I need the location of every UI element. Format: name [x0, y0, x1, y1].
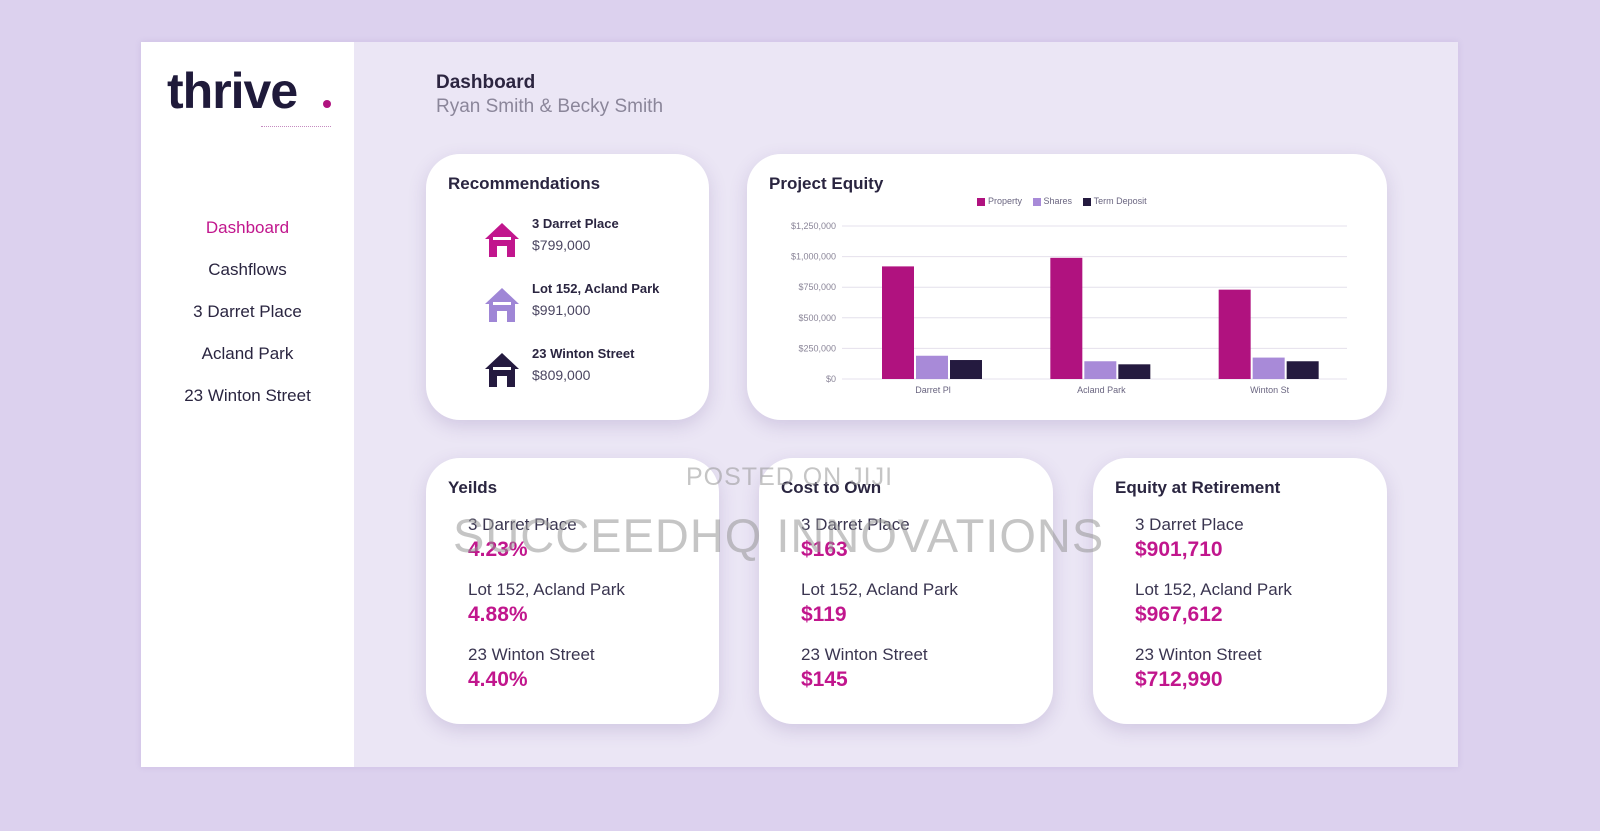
chart-bar [1286, 361, 1319, 379]
x-tick-label: Darret Pl [915, 385, 951, 395]
y-tick-label: $250,000 [798, 343, 836, 353]
yields-card: Yeilds 3 Darret Place 4.23% Lot 152, Acl… [426, 458, 719, 724]
recommendations-title: Recommendations [448, 174, 601, 193]
project-equity-card: Project Equity Property Shares Term Depo… [747, 154, 1387, 420]
house-icon [485, 353, 519, 387]
recommendation-name: Lot 152, Acland Park [532, 281, 660, 296]
logo-tagline-decoration [261, 120, 331, 127]
equity-at-retirement-title: Equity at Retirement [1115, 478, 1281, 497]
metric-item: Lot 152, Acland Park $119 [801, 580, 958, 627]
house-icon [485, 288, 519, 322]
equity-at-retirement-card: Equity at Retirement 3 Darret Place $901… [1093, 458, 1387, 724]
sidebar-item-23-winton-street[interactable]: 23 Winton Street [184, 386, 311, 405]
metric-name: 23 Winton Street [1135, 645, 1262, 664]
yields-title: Yeilds [448, 478, 498, 497]
cost-to-own-card: Cost to Own 3 Darret Place $163 Lot 152,… [759, 458, 1053, 724]
chart-bar [1050, 257, 1083, 379]
metric-item: 3 Darret Place $901,710 [1135, 515, 1244, 562]
metric-name: Lot 152, Acland Park [468, 580, 625, 599]
metric-item: 23 Winton Street $145 [801, 645, 928, 692]
sidebar-nav: Dashboard Cashflows 3 Darret Place Aclan… [141, 207, 354, 417]
metric-name: 3 Darret Place [468, 515, 577, 534]
chart-bar [916, 355, 948, 379]
sidebar-item-3-darret-place[interactable]: 3 Darret Place [193, 302, 302, 321]
project-equity-title: Project Equity [769, 174, 884, 193]
y-tick-label: $750,000 [798, 282, 836, 292]
metric-item: 23 Winton Street 4.40% [468, 645, 595, 692]
chart-bar [950, 360, 982, 379]
project-equity-chart: $0 $250,000 $500,000 $750,000 $1,000,000 $1,2… [791, 221, 1347, 395]
chart-bar [882, 266, 914, 379]
metric-item: 3 Darret Place $163 [801, 515, 910, 562]
metric-value: $145 [801, 668, 848, 691]
legend-label: Term Deposit [1093, 196, 1147, 206]
sidebar-item-dashboard[interactable]: Dashboard [205, 218, 290, 237]
metric-item: Lot 152, Acland Park 4.88% [468, 580, 625, 627]
metric-item: 3 Darret Place 4.23% [468, 515, 577, 562]
recommendation-name: 23 Winton Street [532, 346, 635, 361]
metric-name: Lot 152, Acland Park [1135, 580, 1292, 599]
y-tick-label: $1,000,000 [791, 252, 836, 262]
thrive-logo: thrive [167, 63, 298, 119]
house-icon [485, 223, 519, 257]
metric-value: 4.40% [468, 668, 528, 691]
page-header: Dashboard Ryan Smith & Becky Smith [436, 72, 663, 118]
legend-swatch-property [977, 197, 985, 206]
metric-item: Lot 152, Acland Park $967,612 [1135, 580, 1292, 627]
app-frame: thrive Dashboard Cashflows 3 Darret Plac… [141, 42, 1458, 767]
legend-label: Shares [1043, 196, 1073, 206]
y-tick-label: $0 [826, 374, 836, 384]
chart-bar [1252, 357, 1285, 379]
metric-value: 4.23% [468, 538, 528, 561]
chart-bar [1218, 289, 1251, 379]
recommendation-price: $991,000 [532, 302, 591, 318]
recommendation-price: $799,000 [532, 237, 591, 253]
legend-swatch-shares [1032, 197, 1041, 206]
metric-value: $712,990 [1135, 668, 1223, 691]
sidebar-item-cashflows[interactable]: Cashflows [208, 260, 287, 279]
metric-name: 3 Darret Place [1135, 515, 1244, 534]
chart-legend: Property Shares Term Deposit [969, 196, 1147, 206]
recommendations-card: Recommendations 3 Darret Place $799,000 … [426, 154, 709, 420]
logo-accent [323, 100, 331, 108]
metric-item: 23 Winton Street $712,990 [1135, 645, 1262, 692]
sidebar-item-acland-park[interactable]: Acland Park [201, 344, 294, 363]
cost-to-own-title: Cost to Own [781, 478, 882, 497]
metric-value: $119 [801, 603, 847, 626]
x-tick-label: Winton St [1250, 385, 1290, 395]
recommendation-item[interactable]: Lot 152, Acland Park $991,000 [482, 281, 712, 329]
metric-name: Lot 152, Acland Park [801, 580, 958, 599]
legend-swatch-term-deposit [1082, 197, 1091, 206]
recommendation-name: 3 Darret Place [532, 216, 619, 231]
chart-bar [1118, 364, 1151, 379]
y-tick-label: $1,250,000 [791, 221, 836, 231]
metric-value: $163 [801, 538, 848, 561]
metric-value: $967,612 [1135, 603, 1223, 626]
chart-bar [1084, 361, 1117, 379]
sidebar: thrive Dashboard Cashflows 3 Darret Plac… [141, 42, 354, 767]
page-title: Dashboard [436, 72, 536, 93]
legend-label: Property [988, 196, 1023, 206]
metric-name: 23 Winton Street [801, 645, 928, 664]
metric-name: 23 Winton Street [468, 645, 595, 664]
recommendation-item[interactable]: 3 Darret Place $799,000 [482, 216, 712, 264]
metric-value: $901,710 [1135, 538, 1223, 561]
x-tick-label: Acland Park [1077, 385, 1126, 395]
metric-value: 4.88% [468, 603, 528, 626]
recommendation-price: $809,000 [532, 367, 591, 383]
metric-name: 3 Darret Place [801, 515, 910, 534]
recommendation-item[interactable]: 23 Winton Street $809,000 [482, 346, 712, 394]
page-subtitle: Ryan Smith & Becky Smith [436, 96, 664, 117]
y-tick-label: $500,000 [798, 313, 836, 323]
